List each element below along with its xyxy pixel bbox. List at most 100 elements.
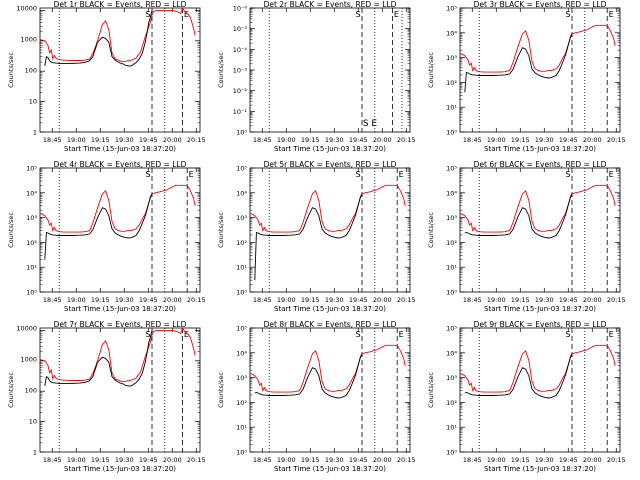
- marker-label: S: [355, 330, 360, 339]
- x-tick-label: 19:15: [301, 296, 320, 304]
- detector-panel-8: Det 8r BLACK = Events, RED = LLD Counts/s…: [217, 320, 416, 473]
- y-tick-label: 100: [25, 67, 37, 75]
- x-tick-label: 20:15: [397, 136, 416, 144]
- y-tick-label: 10¹: [236, 424, 247, 432]
- y-tick-label: 10⁻³: [233, 67, 248, 75]
- series-line-black: [44, 193, 153, 260]
- series-line-red: [40, 328, 196, 382]
- y-tick-label: 10¹: [446, 264, 457, 272]
- y-tick-label: 10⁴: [236, 189, 247, 197]
- x-tick-label: 19:15: [301, 456, 320, 464]
- x-tick-label: 19:15: [91, 456, 110, 464]
- y-axis-label: Counts/sec: [427, 52, 435, 88]
- x-axis-label: Start Time (15-Jun-03 18:37:20): [274, 145, 386, 153]
- y-tick-label: 10⁵: [446, 325, 457, 333]
- x-tick-label: 19:00: [67, 456, 86, 464]
- x-tick-label: 20:15: [607, 296, 626, 304]
- x-tick-label: 19:00: [277, 136, 296, 144]
- x-tick-label: 20:00: [583, 136, 602, 144]
- series-line-red: [250, 344, 406, 393]
- x-tick-label: 19:15: [91, 296, 110, 304]
- y-tick-label: 1: [33, 449, 37, 457]
- detector-panel-9: Det 9r BLACK = Events, RED = LLD Counts/s…: [427, 320, 626, 473]
- x-tick-label: 19:45: [139, 296, 158, 304]
- x-tick-label: 20:00: [163, 136, 182, 144]
- marker-label: S: [355, 170, 360, 179]
- panel-title: Det 5r BLACK = Events, RED = LLD: [264, 160, 397, 169]
- y-axis-label: Counts/sec: [217, 52, 225, 88]
- marker-label: E: [399, 170, 404, 179]
- x-tick-label: 20:00: [373, 296, 392, 304]
- marker-label: E: [394, 10, 399, 19]
- panel-title: Det 7r BLACK = Events, RED = LLD: [54, 320, 187, 329]
- x-axis-label: Start Time (15-Jun-03 18:37:20): [274, 305, 386, 313]
- y-tick-label: 10²: [236, 239, 247, 247]
- x-tick-label: 19:15: [511, 136, 530, 144]
- series-line-black: [254, 353, 363, 399]
- detector-panel-3: Det 3r BLACK = Events, RED = LLD Counts/s…: [427, 0, 626, 153]
- marker-label: E: [399, 330, 404, 339]
- x-axis-label: Start Time (15-Jun-03 18:37:20): [64, 145, 176, 153]
- y-tick-label: 10⁵: [236, 325, 247, 333]
- x-tick-label: 19:00: [487, 456, 506, 464]
- x-tick-label: 19:15: [301, 136, 320, 144]
- y-axis-label: Counts/sec: [217, 372, 225, 408]
- marker-label: E: [189, 170, 194, 179]
- marker-label: E: [609, 330, 614, 339]
- x-tick-label: 19:30: [325, 136, 344, 144]
- x-axis-label: Start Time (15-Jun-03 18:37:20): [484, 145, 596, 153]
- x-tick-label: 18:45: [463, 456, 482, 464]
- x-tick-label: 20:00: [373, 136, 392, 144]
- x-tick-label: 19:00: [487, 296, 506, 304]
- x-tick-label: 19:30: [325, 296, 344, 304]
- y-tick-label: 10⁴: [446, 29, 457, 37]
- x-tick-label: 19:30: [115, 136, 134, 144]
- y-axis-label: Counts/sec: [427, 372, 435, 408]
- y-tick-label: 10⁴: [236, 349, 247, 357]
- series-line-black: [44, 330, 153, 387]
- y-tick-label: 10⁰: [446, 449, 457, 457]
- x-axis-label: Start Time (15-Jun-03 18:37:20): [484, 305, 596, 313]
- x-tick-label: 19:30: [535, 296, 554, 304]
- x-tick-label: 18:45: [253, 456, 272, 464]
- x-tick-label: 19:30: [535, 456, 554, 464]
- y-tick-label: 10⁰: [236, 129, 247, 137]
- x-tick-label: 19:00: [67, 296, 86, 304]
- series-line-red: [40, 8, 196, 62]
- y-axis-label: Counts/sec: [7, 212, 15, 248]
- series-line-red: [40, 184, 196, 233]
- x-tick-label: 19:45: [349, 296, 368, 304]
- y-tick-label: 10⁰: [236, 449, 247, 457]
- series-line-black: [44, 10, 153, 67]
- plot-frame: [459, 327, 621, 453]
- x-tick-label: 19:45: [349, 456, 368, 464]
- x-tick-label: 18:45: [253, 296, 272, 304]
- x-tick-label: 20:15: [187, 296, 206, 304]
- plot-frame: [249, 7, 411, 133]
- panel-title: Det 1r BLACK = Events, RED = LLD: [54, 0, 187, 9]
- x-tick-label: 19:30: [535, 136, 554, 144]
- y-tick-label: 10⁴: [446, 189, 457, 197]
- y-tick-label: 10²: [236, 399, 247, 407]
- x-tick-label: 18:45: [463, 136, 482, 144]
- y-tick-label: 10³: [446, 54, 457, 62]
- series-line-black: [464, 353, 573, 399]
- panel-title: Det 2r BLACK = Events, RED = LLD: [264, 0, 397, 9]
- x-tick-label: 20:15: [187, 136, 206, 144]
- marker-label: E: [184, 330, 189, 339]
- y-tick-label: 10: [29, 418, 37, 426]
- y-tick-label: 10⁵: [236, 165, 247, 173]
- y-tick-label: 1000: [20, 356, 37, 364]
- x-axis-label: Start Time (15-Jun-03 18:37:20): [484, 465, 596, 473]
- x-tick-label: 19:15: [511, 456, 530, 464]
- detector-panel-2: Det 2r BLACK = Events, RED = LLD Counts/s…: [217, 0, 416, 153]
- detector-panel-6: Det 6r BLACK = Events, RED = LLD Counts/s…: [427, 160, 626, 313]
- y-tick-label: 10⁰: [26, 289, 37, 297]
- x-tick-label: 20:15: [397, 296, 416, 304]
- y-tick-label: 10: [29, 98, 37, 106]
- y-tick-label: 10²: [446, 399, 457, 407]
- y-tick-label: 10⁰: [446, 129, 457, 137]
- y-tick-label: 10⁻⁵: [233, 25, 248, 33]
- x-tick-label: 20:15: [607, 456, 626, 464]
- y-tick-label: 10²: [446, 79, 457, 87]
